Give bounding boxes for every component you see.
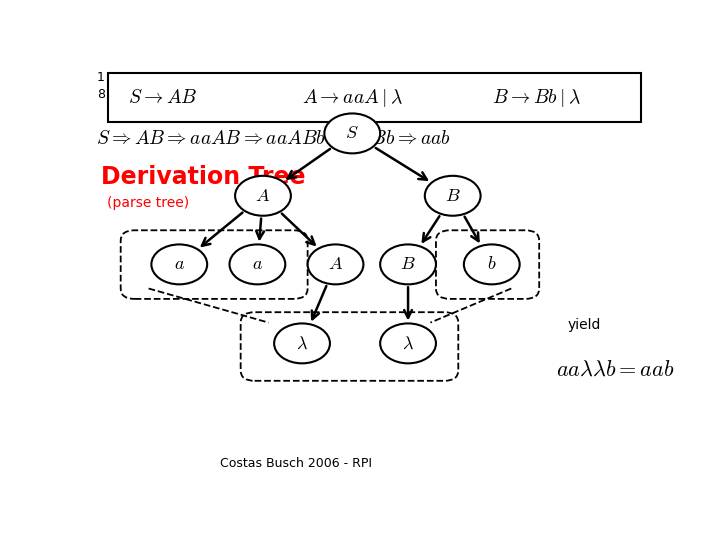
Text: yield: yield bbox=[567, 319, 600, 333]
Text: 8: 8 bbox=[96, 87, 104, 100]
Ellipse shape bbox=[274, 323, 330, 363]
Text: Derivation Tree: Derivation Tree bbox=[101, 165, 306, 188]
FancyBboxPatch shape bbox=[109, 73, 642, 122]
Text: $B$: $B$ bbox=[400, 255, 416, 273]
Ellipse shape bbox=[425, 176, 481, 216]
Ellipse shape bbox=[307, 245, 364, 285]
Text: $S \Rightarrow AB \Rightarrow aaAB \Rightarrow aaABb \Rightarrow aaBb \Rightarro: $S \Rightarrow AB \Rightarrow aaAB \Righ… bbox=[96, 129, 451, 149]
Ellipse shape bbox=[380, 245, 436, 285]
Text: $\lambda$: $\lambda$ bbox=[296, 334, 308, 353]
Text: $a$: $a$ bbox=[252, 255, 263, 273]
Text: $S$: $S$ bbox=[346, 124, 359, 143]
Ellipse shape bbox=[230, 245, 285, 285]
Ellipse shape bbox=[380, 323, 436, 363]
Text: $A \rightarrow aaA \mid \lambda$: $A \rightarrow aaA \mid \lambda$ bbox=[302, 86, 402, 109]
Text: Costas Busch 2006 - RPI: Costas Busch 2006 - RPI bbox=[220, 457, 372, 470]
Ellipse shape bbox=[151, 245, 207, 285]
Text: $B \rightarrow Bb \mid \lambda$: $B \rightarrow Bb \mid \lambda$ bbox=[492, 86, 581, 109]
Text: (parse tree): (parse tree) bbox=[107, 196, 189, 210]
Ellipse shape bbox=[464, 245, 520, 285]
Text: $a$: $a$ bbox=[174, 255, 185, 273]
Text: 1: 1 bbox=[96, 71, 104, 84]
Text: $A$: $A$ bbox=[328, 255, 343, 273]
Text: $\lambda$: $\lambda$ bbox=[402, 334, 414, 353]
Text: $b$: $b$ bbox=[487, 255, 497, 273]
Text: $B$: $B$ bbox=[445, 187, 461, 205]
Text: $A$: $A$ bbox=[256, 187, 271, 205]
Text: $aa\lambda\lambda b = aab$: $aa\lambda\lambda b = aab$ bbox=[556, 360, 675, 380]
Ellipse shape bbox=[324, 113, 380, 153]
Ellipse shape bbox=[235, 176, 291, 216]
Text: $S \rightarrow AB$: $S \rightarrow AB$ bbox=[127, 88, 197, 107]
